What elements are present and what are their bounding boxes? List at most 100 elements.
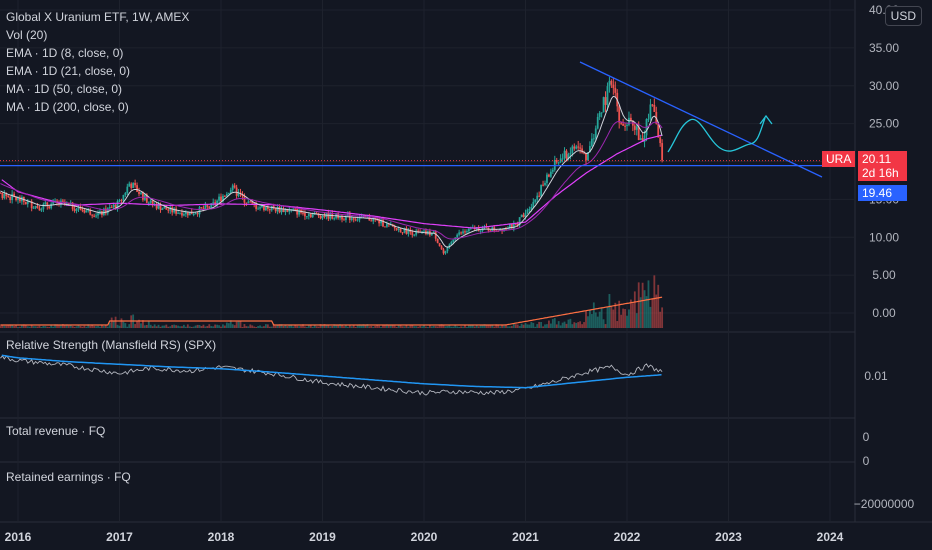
candle-body (581, 148, 584, 153)
volume-bar (161, 325, 164, 328)
candle-body (130, 183, 133, 188)
volume-bar (458, 326, 461, 328)
volume-bar (333, 324, 336, 328)
candle-body (516, 224, 519, 226)
indicator-ma200[interactable]: MA · 1D (200, close, 0) (6, 100, 129, 114)
candle-body (604, 97, 607, 105)
indicator-ema21[interactable]: EMA · 1D (21, close, 0) (6, 64, 131, 78)
candle-body (401, 232, 404, 234)
price-axis[interactable]: 40.0035.0030.0025.0020.0015.0010.005.000… (854, 3, 915, 511)
time-tick-label: 2022 (614, 530, 641, 544)
candle-body (79, 206, 82, 210)
candle-body (99, 211, 101, 214)
symbol-title[interactable]: Global X Uranium ETF, 1W, AMEX (6, 10, 190, 24)
candle-body (538, 195, 541, 197)
volume-bar (13, 326, 15, 328)
candle-body (311, 214, 314, 218)
volume-bar (97, 325, 99, 328)
volume-bar (495, 324, 498, 328)
volume-bar (331, 325, 334, 328)
volume-bar (89, 325, 92, 328)
indicator-ma50[interactable]: MA · 1D (50, close, 0) (6, 82, 123, 96)
volume-bar (286, 326, 289, 328)
projection-path (667, 117, 766, 153)
volume-bar (300, 325, 302, 328)
volume-bar (559, 325, 562, 328)
volume-bar (186, 324, 189, 328)
volume-bar (354, 326, 357, 328)
candle-body (614, 87, 617, 93)
volume-bar (38, 325, 41, 328)
volume-bar (163, 325, 166, 328)
candle-body (288, 209, 291, 212)
earnings-pane-title[interactable]: Retained earnings · FQ (6, 470, 131, 484)
volume-bar (58, 324, 60, 328)
volume-bar (378, 325, 381, 328)
volume-bar (212, 326, 215, 328)
candle-body (561, 158, 564, 160)
volume-bar (198, 325, 201, 328)
earnings-tick-label: −20000000 (854, 497, 915, 511)
candle-body (38, 208, 41, 211)
indicator-ema8[interactable]: EMA · 1D (8, close, 0) (6, 46, 124, 60)
volume-bar (479, 325, 482, 328)
volume-bar (274, 325, 277, 328)
candle-body (77, 206, 80, 209)
rs-pane-title[interactable]: Relative Strength (Mansfield RS) (SPX) (6, 338, 217, 352)
volume-bar (585, 311, 587, 328)
time-axis[interactable]: 2016 2017 2018 2019 2020 2021 2022 2023 2024 (5, 530, 844, 544)
volume-bar (384, 324, 386, 328)
candle-body (48, 206, 51, 209)
volume-bar (440, 324, 443, 328)
volume-bar (467, 325, 470, 328)
volume-bar (69, 324, 72, 328)
candle-body (179, 212, 181, 214)
candle-body (544, 182, 546, 186)
candle-body (415, 230, 418, 235)
volume-bar (481, 325, 484, 328)
time-tick-label: 2020 (411, 530, 438, 544)
ma50-line (0, 120, 663, 240)
volume-bar (571, 324, 574, 328)
candle-body (350, 218, 353, 220)
volume-bar (337, 325, 340, 328)
candle-body (520, 214, 523, 218)
candle-body (220, 196, 222, 202)
revenue-pane-title[interactable]: Total revenue · FQ (6, 424, 106, 438)
volume-bar (140, 323, 142, 328)
volume-bar (231, 324, 234, 328)
volume-bar (63, 324, 66, 328)
volume-bar (544, 324, 546, 328)
drawings[interactable] (0, 61, 855, 178)
candle-body (319, 215, 322, 219)
indicator-volume[interactable]: Vol (20) (6, 28, 48, 42)
candle-body (36, 206, 39, 209)
candle-body (136, 185, 138, 192)
candle-body (126, 186, 129, 193)
candle-body (26, 201, 29, 205)
candle-body (272, 206, 275, 209)
volume-bar (311, 326, 314, 328)
candle-body (165, 206, 168, 210)
candle-body (596, 116, 599, 129)
candle-body (661, 143, 664, 161)
candle-body (456, 234, 459, 238)
volume-bar (227, 323, 230, 328)
candle-body (489, 230, 492, 232)
volume-bar (245, 326, 248, 328)
volume-bar (292, 326, 295, 328)
candle-body (128, 183, 131, 187)
currency-button[interactable]: USD (884, 6, 922, 26)
volume-bar (243, 324, 246, 328)
time-tick-label: 2017 (106, 530, 133, 544)
candle-body (343, 219, 345, 221)
candle-body (374, 217, 377, 219)
candle-body (323, 215, 326, 217)
volume-bar (309, 325, 312, 328)
candle-body (565, 150, 568, 159)
candle-body (598, 112, 601, 117)
volume-bar (635, 313, 638, 328)
candle-body (233, 185, 236, 188)
candle-body (653, 105, 656, 112)
